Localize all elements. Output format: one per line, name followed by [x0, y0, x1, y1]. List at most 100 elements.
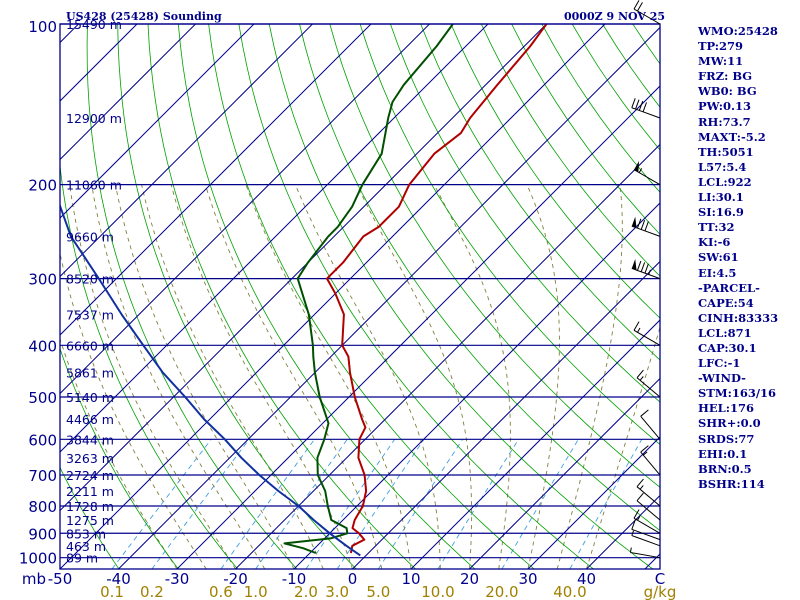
temperature-tick-label: -20	[223, 570, 248, 588]
dry-adiabat-line	[117, 24, 357, 569]
wind-barb	[631, 519, 661, 541]
mixing-ratio-line	[111, 439, 212, 569]
height-label: 463 m	[66, 539, 106, 554]
height-label: 5861 m	[66, 366, 114, 381]
wind-barb-full	[633, 321, 640, 331]
wind-barb-full	[635, 99, 640, 110]
mixing-ratio-line	[151, 439, 250, 569]
wind-barb	[636, 492, 661, 521]
moist-adiabat-line	[114, 184, 295, 569]
isotherm-line	[60, 24, 547, 512]
moist-adiabat-line	[91, 184, 266, 569]
moist-adiabat-line	[204, 184, 383, 569]
index-item: SW:61	[698, 250, 739, 265]
height-label: 8520 m	[66, 272, 114, 287]
isotherm-line	[352, 260, 660, 569]
pressure-tick-label: 900	[28, 525, 57, 543]
dry-adiabat-line	[86, 24, 298, 569]
height-label: 1275 m	[66, 513, 114, 528]
index-item: PW:0.13	[698, 99, 752, 114]
index-item: STM:163/16	[698, 386, 777, 401]
isotherm-line	[60, 24, 255, 219]
height-label: 5140 m	[66, 390, 114, 405]
height-label: 1728 m	[66, 499, 114, 514]
wind-barb-staff	[636, 486, 661, 507]
index-item: TT:32	[698, 220, 735, 235]
index-item: EI:4.5	[698, 265, 737, 280]
isotherm-line	[60, 24, 606, 569]
wind-barb-full	[640, 409, 649, 417]
height-label: 2211 m	[66, 484, 114, 499]
mixing-ratio-label: 0.6	[209, 583, 233, 600]
wind-barb-flag	[631, 258, 637, 271]
wind-barb-full	[633, 0, 640, 10]
isotherm-line	[176, 85, 660, 569]
pressure-tick-label: 1000	[19, 550, 57, 568]
stability-indices-list: WMO:25428 TP:279 MW:11 FRZ: BG WB0: BG PW:0.1…	[698, 24, 778, 492]
mixing-ratio-line	[220, 439, 315, 569]
index-item: RH:73.7	[698, 114, 751, 129]
index-item: TP:279	[698, 39, 744, 54]
dry-adiabat-line	[60, 466, 120, 569]
isotherm-line	[0, 24, 20, 569]
dry-adiabat-line	[450, 24, 660, 319]
mixing-ratio-label: 3.0	[325, 583, 349, 600]
index-item: TH:5051	[698, 144, 754, 159]
mixing-ratio-label: 0.1	[100, 583, 124, 600]
isotherm-line	[118, 26, 660, 569]
temperature-tick-label: 40	[577, 570, 596, 588]
wind-barb-staff	[631, 107, 661, 119]
height-label: 853 m	[66, 526, 106, 541]
wind-barb	[631, 98, 661, 119]
height-label: 7537 m	[66, 307, 114, 322]
mixing-ratio-line	[255, 439, 348, 569]
moist-adiabat-line	[294, 184, 441, 569]
wind-barb-full	[644, 221, 649, 232]
index-item: SI:16.9	[698, 205, 744, 220]
wind-barb-half	[638, 168, 643, 173]
wind-barb-half	[629, 547, 632, 553]
height-label: 2724 m	[66, 468, 114, 483]
wind-barb-flag	[631, 216, 637, 228]
index-item: CAPE:54	[698, 295, 754, 310]
height-label: 12900 m	[66, 111, 122, 126]
pressure-tick-label: 500	[28, 389, 57, 407]
isotherm-line	[60, 24, 313, 278]
index-item: MW:11	[698, 54, 744, 69]
wind-barb-full	[636, 218, 642, 229]
index-item: BSHR:114	[698, 476, 765, 491]
mixing-ratio-unit-label: g/kg	[644, 583, 677, 600]
mixing-ratio-line	[569, 439, 643, 569]
height-label: 89 m	[66, 551, 98, 566]
moist-adiabat-line	[60, 251, 207, 569]
wind-barb	[633, 160, 661, 186]
dry-adiabat-line	[390, 24, 660, 403]
wind-barb-full	[640, 262, 646, 272]
temperature-line	[326, 24, 548, 554]
wind-barb-full	[644, 263, 649, 274]
wind-barb-full	[636, 369, 644, 379]
wind-barb	[631, 530, 661, 547]
mixing-ratio-label: 10.0	[421, 583, 454, 600]
index-item: BRN:0.5	[698, 461, 752, 476]
wind-barb-full	[640, 219, 646, 230]
moist-adiabat-line	[356, 184, 473, 569]
moist-adiabat-line	[245, 184, 412, 569]
wind-barb	[636, 369, 661, 398]
index-item: FRZ: BG	[698, 69, 753, 84]
isotherm-line	[293, 202, 660, 569]
wind-barb-staff	[633, 169, 661, 186]
pressure-tick-label: 300	[28, 271, 57, 289]
pressure-tick-label: 600	[28, 431, 57, 449]
dry-adiabat-line	[238, 24, 594, 569]
isotherm-line	[60, 24, 430, 395]
index-item: CAP:30.1	[698, 340, 757, 355]
wind-barb-full	[637, 2, 643, 12]
index-item: -PARCEL-	[698, 280, 760, 295]
mixing-ratio-label: 40.0	[553, 583, 586, 600]
moist-adiabat-line	[586, 325, 660, 569]
height-label: 9660 m	[66, 229, 114, 244]
dry-adiabat-line	[420, 24, 660, 361]
moist-adiabat-line	[556, 184, 623, 569]
